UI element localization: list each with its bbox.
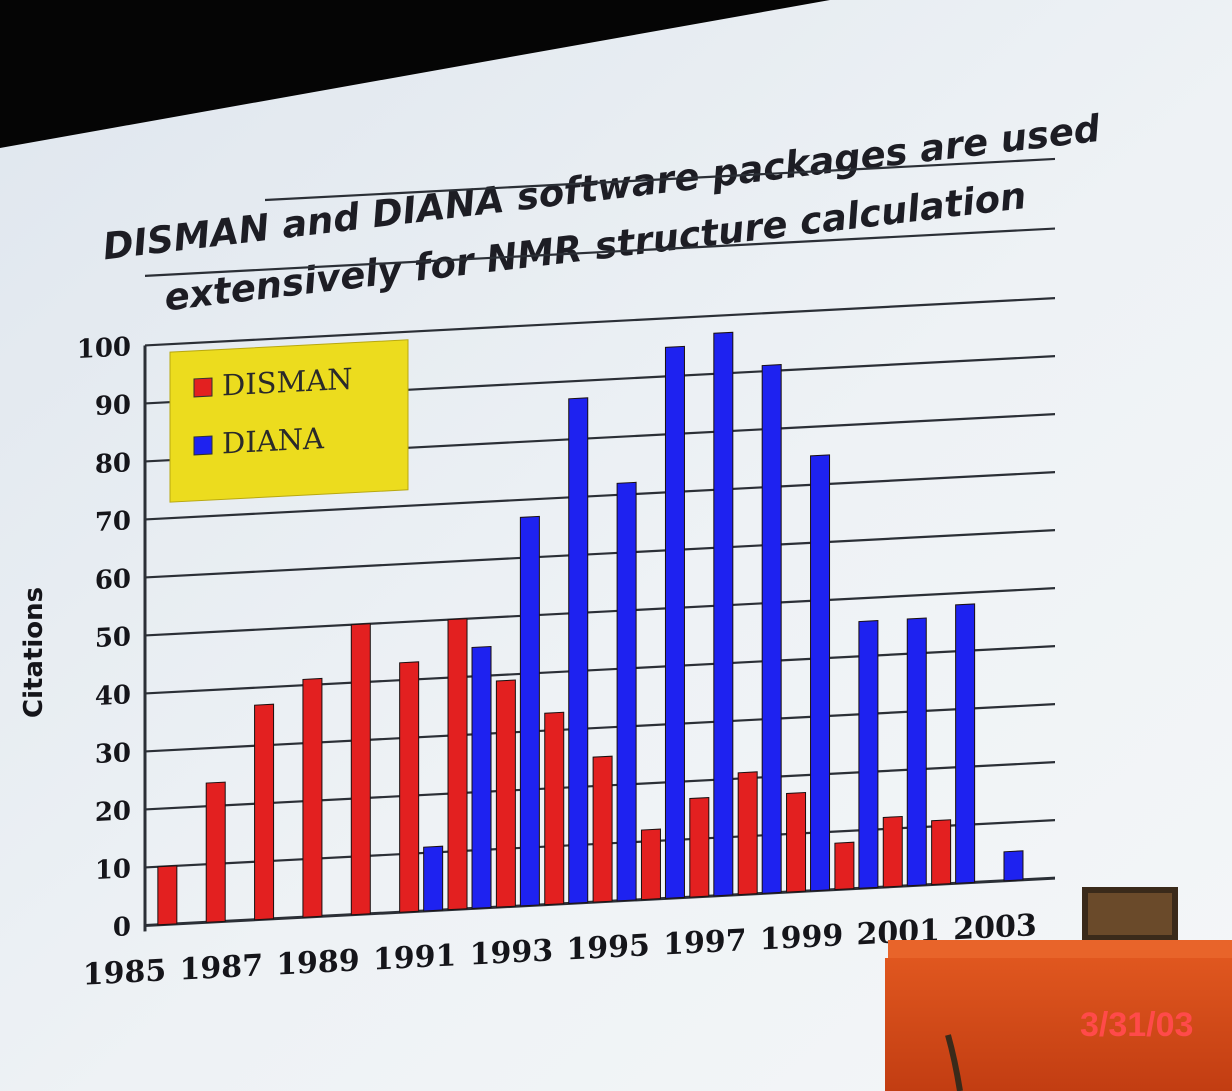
legend-label-diana: DIANA — [222, 421, 325, 460]
y-tick-label: 90 — [95, 390, 131, 422]
y-tick-label: 70 — [95, 506, 131, 538]
y-tick-labels: 0 10 20 30 40 50 60 70 80 90 100 — [77, 332, 131, 943]
bar-diana-1992 — [471, 645, 492, 909]
y-axis-label: Citations — [19, 587, 49, 718]
bar-disman-1987 — [205, 781, 226, 923]
bar-diana-1997 — [713, 331, 734, 897]
y-tick-label: 50 — [95, 622, 131, 654]
podium-device-face — [1088, 893, 1172, 935]
y-tick-label: 20 — [95, 796, 131, 828]
bar-disman-1998 — [737, 771, 758, 896]
bar-disman-1988 — [254, 703, 275, 921]
gridline — [145, 645, 1055, 695]
dark-top-edge — [0, 0, 830, 148]
bar-diana-2000 — [858, 620, 879, 889]
bar-diana-1998 — [761, 364, 782, 894]
x-tick-label: 1997 — [663, 923, 746, 962]
bar-disman-1997 — [689, 797, 710, 898]
bar-diana-2002 — [955, 603, 976, 884]
bar-diana-1993 — [519, 515, 540, 907]
x-tick-labels: 1985 1987 1989 1991 1993 1995 1997 1999 2001 2003 — [83, 908, 1037, 993]
bar-disman-1989 — [302, 677, 323, 918]
bar-disman-1994 — [544, 711, 565, 906]
bar-disman-1990 — [350, 623, 371, 916]
y-tick-label: 60 — [95, 564, 131, 596]
legend-swatch-diana — [193, 435, 213, 456]
bar-disman-1996 — [640, 828, 661, 901]
bar-disman-1999 — [786, 791, 807, 893]
bar-diana-1995 — [616, 481, 637, 902]
gridline — [145, 297, 1055, 347]
x-tick-label: 1999 — [760, 918, 843, 957]
legend-label-disman: DISMAN — [222, 362, 353, 403]
podium-body — [885, 958, 1232, 1091]
x-tick-label: 1993 — [470, 933, 553, 972]
x-tick-label: 1991 — [373, 938, 456, 977]
y-tick-label: 10 — [95, 854, 131, 886]
podium — [885, 887, 1232, 1091]
bar-disman-2001 — [882, 815, 903, 888]
x-tick-label: 1985 — [83, 953, 166, 992]
bar-disman-1991 — [399, 661, 420, 913]
bar-disman-1992 — [447, 618, 468, 911]
bar-disman-1986 — [157, 865, 178, 926]
bar-diana-1991 — [423, 845, 444, 912]
legend-swatch-disman — [193, 377, 213, 398]
bar-disman-2000 — [834, 841, 855, 891]
y-tick-label: 40 — [95, 680, 131, 712]
gridline — [145, 529, 1055, 579]
legend: DISMAN DIANA — [169, 339, 409, 503]
gridline — [145, 587, 1055, 637]
gridline — [145, 703, 1055, 753]
x-tick-label: 1995 — [566, 928, 649, 967]
x-tick-label: 1987 — [179, 948, 262, 987]
gridline — [145, 471, 1055, 521]
bar-disman-2002 — [931, 819, 952, 886]
y-tick-label: 30 — [95, 738, 131, 770]
y-tick-label: 100 — [77, 332, 131, 365]
bar-diana-2003 — [1003, 850, 1024, 882]
bars — [157, 331, 1024, 926]
bar-disman-1995 — [592, 755, 613, 903]
gridline — [265, 157, 1055, 202]
bar-diana-2001 — [906, 617, 927, 887]
citations-bar-chart: 0 10 20 30 40 50 60 70 80 90 100 1985 1987 1989 1991 1… — [77, 157, 1055, 993]
bar-diana-1994 — [568, 397, 589, 904]
microphone-stem — [945, 1034, 963, 1091]
bar-diana-1999 — [810, 454, 831, 892]
gridline — [145, 227, 1055, 277]
legend-box — [169, 339, 409, 503]
date-stamp: 3/31/03 — [1080, 1006, 1193, 1044]
x-tick-label: 1989 — [276, 943, 359, 982]
y-tick-label: 80 — [95, 448, 131, 480]
y-tick-label: 0 — [113, 912, 131, 943]
bar-diana-1996 — [664, 345, 685, 899]
bar-disman-1993 — [495, 679, 516, 908]
